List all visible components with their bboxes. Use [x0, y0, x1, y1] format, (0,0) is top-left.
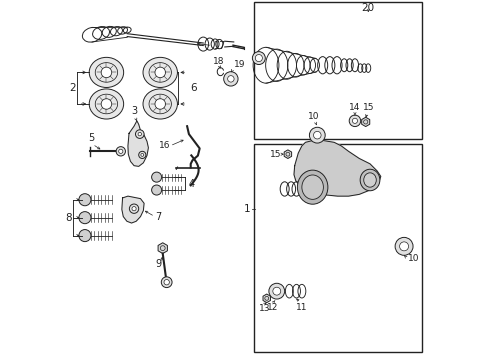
Text: 17: 17 [214, 41, 226, 50]
Bar [254, 144, 421, 352]
Circle shape [135, 130, 144, 138]
Circle shape [101, 99, 111, 109]
Circle shape [223, 72, 238, 86]
Text: 1: 1 [244, 204, 250, 214]
Circle shape [116, 147, 125, 156]
Circle shape [79, 194, 91, 206]
Circle shape [101, 67, 111, 78]
Text: 16: 16 [159, 141, 170, 150]
Circle shape [139, 151, 145, 158]
Text: 19: 19 [233, 60, 245, 69]
Circle shape [272, 287, 280, 295]
Polygon shape [158, 243, 167, 253]
Text: 15: 15 [270, 150, 281, 159]
Text: 3: 3 [131, 106, 138, 116]
Ellipse shape [89, 57, 123, 87]
Circle shape [151, 172, 162, 182]
Circle shape [394, 237, 412, 255]
Ellipse shape [89, 89, 123, 119]
Circle shape [309, 184, 315, 190]
Text: 12: 12 [266, 303, 278, 312]
Ellipse shape [301, 175, 323, 199]
Circle shape [132, 207, 136, 211]
Text: 9: 9 [155, 259, 161, 269]
Bar [254, 3, 421, 139]
Ellipse shape [142, 57, 177, 87]
Circle shape [161, 277, 172, 288]
Circle shape [163, 279, 169, 285]
Text: 7: 7 [155, 212, 162, 221]
Ellipse shape [297, 170, 327, 204]
Circle shape [309, 127, 325, 143]
Text: 6: 6 [190, 83, 197, 93]
Polygon shape [361, 117, 369, 127]
Circle shape [227, 76, 234, 82]
Text: 2: 2 [69, 83, 76, 93]
Circle shape [313, 131, 321, 139]
Circle shape [129, 204, 139, 213]
Text: 8: 8 [65, 213, 72, 222]
Circle shape [155, 99, 165, 109]
Ellipse shape [363, 173, 376, 187]
Circle shape [352, 118, 357, 123]
Circle shape [141, 153, 143, 156]
Text: 15: 15 [362, 103, 373, 112]
Polygon shape [263, 294, 270, 303]
Circle shape [252, 51, 265, 64]
Circle shape [79, 212, 91, 224]
Circle shape [255, 54, 262, 62]
Polygon shape [128, 121, 148, 166]
Circle shape [155, 67, 165, 78]
Circle shape [151, 185, 162, 195]
Circle shape [268, 283, 284, 299]
Circle shape [79, 230, 91, 242]
Polygon shape [122, 196, 144, 223]
Ellipse shape [142, 89, 177, 119]
Text: 4: 4 [188, 179, 194, 189]
Circle shape [138, 132, 141, 136]
Circle shape [305, 181, 319, 194]
Text: 10: 10 [307, 112, 319, 121]
Circle shape [119, 149, 122, 153]
Text: 20: 20 [361, 3, 374, 13]
Text: 5: 5 [88, 133, 94, 143]
Circle shape [399, 242, 408, 251]
Text: 18: 18 [212, 57, 224, 66]
Ellipse shape [360, 169, 379, 191]
Text: 14: 14 [348, 103, 360, 112]
Polygon shape [284, 150, 291, 158]
Circle shape [348, 115, 360, 127]
Text: 11: 11 [296, 303, 307, 312]
Text: 13: 13 [258, 304, 269, 313]
Polygon shape [293, 140, 380, 196]
Text: 10: 10 [407, 255, 419, 264]
